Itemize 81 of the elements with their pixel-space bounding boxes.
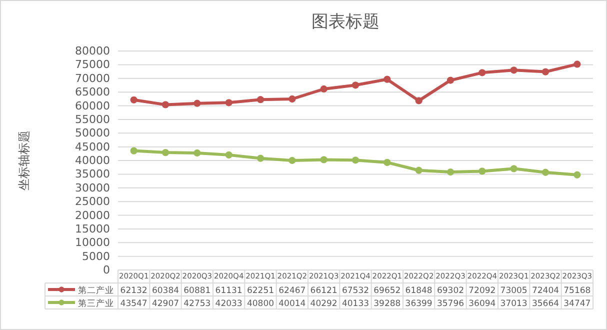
y-tick-label: 25000 <box>75 195 110 208</box>
data-label: 37013 <box>500 299 528 309</box>
point <box>542 168 550 176</box>
y-tick-label: 30000 <box>75 181 110 194</box>
data-label: 40133 <box>342 299 370 309</box>
point <box>352 156 360 164</box>
point <box>510 165 518 172</box>
data-label: 66121 <box>310 286 338 296</box>
y-tick-label: 10000 <box>75 236 110 250</box>
y-tick-label: 80000 <box>75 44 110 58</box>
point <box>130 96 138 104</box>
point <box>162 101 170 108</box>
data-label: 42033 <box>215 299 242 309</box>
data-label: 73005 <box>500 286 528 296</box>
y-tick-label: 0 <box>103 264 110 277</box>
data-label: 40014 <box>278 299 306 309</box>
point <box>542 68 550 76</box>
y-tick-label: 65000 <box>75 86 110 99</box>
point <box>130 147 138 154</box>
y-tick-label: 55000 <box>75 112 110 126</box>
y-tick-label: 5000 <box>82 250 110 263</box>
point <box>162 148 170 156</box>
point <box>478 168 486 175</box>
data-label: 40800 <box>246 299 274 309</box>
point <box>510 66 518 74</box>
point <box>352 82 360 89</box>
data-label: 69652 <box>374 286 401 296</box>
point <box>574 171 581 178</box>
data-label: 34747 <box>564 299 591 309</box>
legend-label: 第二产业 <box>78 285 114 296</box>
data-label: 42907 <box>152 299 180 309</box>
y-tick-label: 70000 <box>75 72 110 85</box>
point <box>194 149 201 157</box>
data-label: 60384 <box>152 286 180 296</box>
y-tick-label: 45000 <box>75 140 110 154</box>
data-label: 43547 <box>120 299 148 309</box>
point <box>415 97 422 104</box>
point <box>574 60 581 68</box>
data-label: 39288 <box>374 299 401 309</box>
point <box>478 69 486 76</box>
data-label: 40292 <box>310 299 338 309</box>
data-label: 75168 <box>564 286 591 296</box>
y-tick-label: 75000 <box>75 58 110 72</box>
point <box>256 96 264 104</box>
data-label: 36094 <box>468 299 496 309</box>
data-label: 60881 <box>184 286 211 296</box>
data-label: 61131 <box>215 286 242 296</box>
point <box>384 76 391 83</box>
point <box>320 85 328 93</box>
data-label: 35796 <box>436 299 464 309</box>
y-tick-label: 35000 <box>75 168 110 181</box>
data-label: 69302 <box>436 286 464 296</box>
data-label: 62467 <box>278 286 306 296</box>
point <box>225 99 232 106</box>
chart-title: 图表标题 <box>312 12 380 32</box>
y-tick-label: 40000 <box>75 154 110 168</box>
data-label: 62132 <box>120 286 148 296</box>
y-tick-label: 15000 <box>75 222 110 236</box>
data-label: 62251 <box>246 286 274 296</box>
data-label: 36399 <box>405 299 432 309</box>
data-label: 72092 <box>468 286 496 296</box>
y-axis-title: 坐标轴标题 <box>17 130 31 190</box>
point <box>256 154 264 162</box>
point <box>225 151 232 158</box>
data-label: 72404 <box>532 286 560 296</box>
point <box>446 76 454 84</box>
point <box>446 168 454 176</box>
point <box>384 158 391 166</box>
point <box>288 95 296 103</box>
point <box>194 100 201 107</box>
data-label: 61848 <box>405 286 432 296</box>
y-tick-label: 50000 <box>75 126 110 140</box>
point <box>415 166 422 174</box>
y-tick-label: 60000 <box>75 99 110 112</box>
data-label: 42753 <box>184 299 211 309</box>
legend-label: 第三产业 <box>78 298 114 309</box>
y-tick-label: 20000 <box>75 208 110 222</box>
point <box>320 156 328 164</box>
data-label: 67532 <box>342 286 370 296</box>
point <box>288 156 296 164</box>
data-label: 35664 <box>532 299 560 309</box>
